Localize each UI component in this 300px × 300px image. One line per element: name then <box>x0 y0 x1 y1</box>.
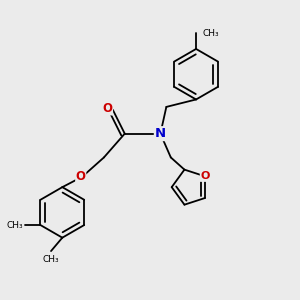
Text: CH₃: CH₃ <box>43 255 59 264</box>
Text: O: O <box>76 170 86 183</box>
Text: O: O <box>103 102 112 115</box>
Text: CH₃: CH₃ <box>7 220 23 230</box>
Text: N: N <box>155 127 166 140</box>
Text: O: O <box>200 171 210 181</box>
Text: CH₃: CH₃ <box>202 29 219 38</box>
